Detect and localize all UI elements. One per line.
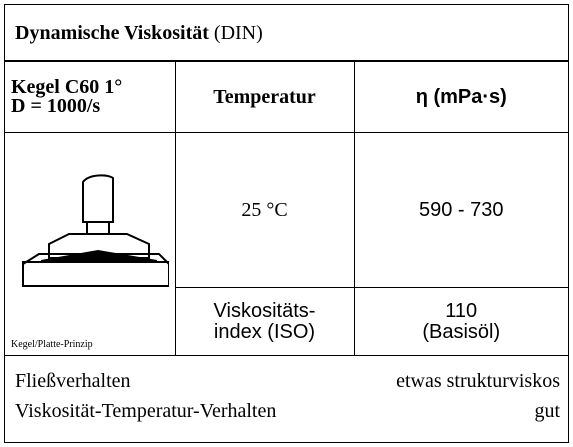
cone-plate-icon [9, 162, 169, 292]
method-label: Kegel/Platte-Prinzip [11, 339, 93, 351]
vi-label: Viskositäts- index (ISO) [175, 288, 354, 356]
temperature: 25 °C [175, 133, 354, 288]
footer-row: Fließverhalten etwas strukturviskos [15, 366, 560, 396]
vi-value: 110 (Basisöl) [354, 288, 568, 356]
datasheet-box: Dynamische Viskosität (DIN) Kegel C60 1°… [4, 4, 569, 443]
method-cell: Kegel/Platte-Prinzip [5, 133, 175, 356]
header-cell: Kegel C60 1° D = 1000/s [5, 62, 175, 133]
title: Dynamische Viskosität (DIN) [5, 5, 568, 61]
header-cell: Temperatur [175, 62, 354, 133]
viscosity-table: Kegel C60 1° D = 1000/s Temperatur η (mP… [5, 61, 568, 356]
title-main: Dynamische Viskosität [15, 22, 209, 44]
property-name: Fließverhalten [15, 366, 131, 396]
footer-row: Viskosität-Temperatur-Verhalten gut [15, 396, 560, 426]
viscosity: 590 - 730 [354, 133, 568, 288]
page: Dynamische Viskosität (DIN) Kegel C60 1°… [0, 0, 573, 447]
property-value: gut [534, 396, 560, 426]
title-suffix: (DIN) [214, 22, 263, 44]
property-name: Viskosität-Temperatur-Verhalten [15, 396, 276, 426]
property-value: etwas strukturviskos [396, 366, 560, 396]
header-cell: η (mPa·s) [354, 62, 568, 133]
